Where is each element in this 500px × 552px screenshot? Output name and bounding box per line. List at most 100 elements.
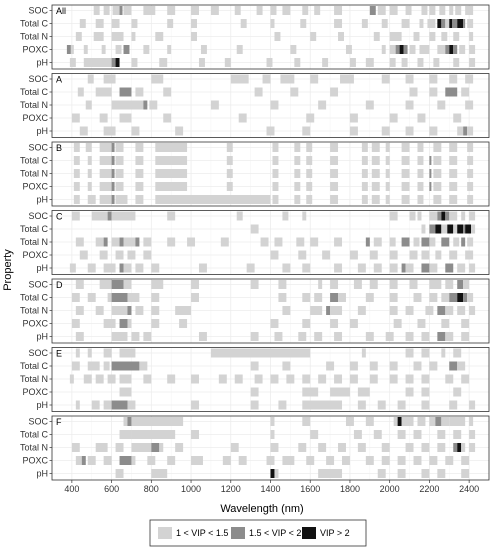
vip-segment — [302, 400, 343, 410]
vip-segment — [463, 280, 470, 289]
vip-segment — [453, 58, 460, 67]
vip-segment — [405, 332, 414, 341]
vip-segment — [119, 348, 136, 358]
vip-segment — [318, 374, 327, 384]
vip-segment — [421, 400, 430, 410]
vip-segment — [459, 45, 466, 54]
vip-segment — [282, 263, 291, 273]
vip-segment — [240, 19, 247, 28]
vip-segment — [306, 156, 313, 165]
vip-segment — [449, 74, 458, 84]
panel-border — [51, 347, 490, 412]
vip-segment — [389, 237, 396, 247]
vip-segment — [371, 169, 380, 178]
vip-segment — [401, 237, 410, 247]
vip-segment — [334, 19, 343, 28]
y-tick-label: POXC — [22, 319, 48, 329]
vip-segment — [349, 113, 358, 123]
legend-entry-3: VIP > 2 — [302, 527, 350, 539]
y-axis-title: Property — [2, 249, 14, 291]
vip-segment — [421, 250, 430, 260]
vip-segment — [131, 417, 184, 426]
vip-segment — [95, 443, 108, 452]
vip-segment — [405, 443, 414, 452]
vip-segment — [306, 182, 313, 191]
vip-segment — [421, 224, 426, 234]
vip-segment — [111, 400, 128, 410]
vip-segment — [79, 19, 86, 28]
vip-segment — [427, 19, 436, 28]
vip-segment — [465, 6, 474, 15]
vip-segment — [79, 126, 88, 136]
vip-segment — [95, 374, 104, 384]
vip-segment — [119, 237, 124, 247]
vip-segment — [377, 400, 386, 410]
vip-segment — [405, 74, 414, 84]
vip-segment — [429, 6, 436, 15]
vip-segment — [115, 143, 124, 152]
vip-segment — [361, 143, 368, 152]
vip-segment — [143, 237, 152, 247]
vip-segment — [99, 143, 112, 152]
vip-segment — [272, 195, 279, 204]
vip-segment — [119, 387, 132, 397]
vip-segment — [99, 280, 112, 289]
y-tick-label: SOC — [28, 74, 48, 84]
y-tick-label: pH — [36, 469, 48, 479]
vip-segment — [298, 443, 307, 452]
vip-segment — [218, 374, 227, 384]
vip-segment — [131, 332, 140, 341]
vip-segment — [81, 456, 86, 465]
panel-label: F — [56, 417, 62, 427]
vip-segment — [413, 32, 420, 41]
y-tick-label: Total C — [20, 430, 49, 440]
vip-segment — [119, 374, 132, 384]
vip-segment — [298, 250, 307, 260]
vip-segment — [469, 430, 476, 439]
vip-segment — [119, 6, 123, 15]
vip-segment — [73, 169, 80, 178]
vip-segment — [123, 417, 128, 426]
vip-segment — [469, 306, 476, 315]
vip-segment — [463, 224, 466, 234]
vip-segment — [441, 237, 450, 247]
vip-segment — [330, 387, 350, 397]
vip-segment — [306, 113, 315, 123]
vip-segment — [310, 306, 323, 315]
x-tick-label: 1400 — [260, 484, 280, 494]
legend: 1 < VIP < 1.5 1.5 < VIP < 2 VIP > 2 — [149, 519, 367, 547]
vip-segment — [449, 293, 458, 302]
vip-segment — [139, 361, 148, 371]
vip-segment — [357, 443, 366, 452]
vip-segment — [135, 156, 144, 165]
y-tick-label: SOC — [28, 143, 48, 153]
x-axis-title: Wavelength (nm) — [220, 503, 303, 515]
vip-segment — [457, 126, 464, 136]
vip-segment — [123, 45, 130, 54]
vip-segment — [361, 169, 368, 178]
vip-segment — [111, 293, 128, 302]
vip-segment — [330, 182, 339, 191]
vip-segment — [93, 32, 104, 41]
vip-segment — [381, 45, 386, 54]
vip-segment — [469, 443, 476, 452]
vip-segment — [369, 280, 378, 289]
x-tick-label: 1000 — [181, 484, 201, 494]
vip-segment — [338, 443, 346, 452]
vip-segment — [399, 45, 404, 54]
vip-segment — [461, 319, 470, 328]
vip-segment — [447, 224, 454, 234]
vip-segment — [175, 443, 184, 452]
vip-segment — [437, 100, 446, 110]
vip-segment — [115, 195, 128, 204]
vip-segment — [119, 319, 128, 328]
vip-segment — [349, 374, 358, 384]
vip-segment — [389, 45, 396, 54]
vip-segment — [179, 319, 188, 328]
vip-segment — [191, 430, 199, 439]
vip-segment — [365, 293, 374, 302]
vip-segment — [445, 374, 454, 384]
vip-segment — [294, 169, 301, 178]
vip-segment — [314, 332, 323, 341]
vip-segment — [95, 306, 104, 315]
